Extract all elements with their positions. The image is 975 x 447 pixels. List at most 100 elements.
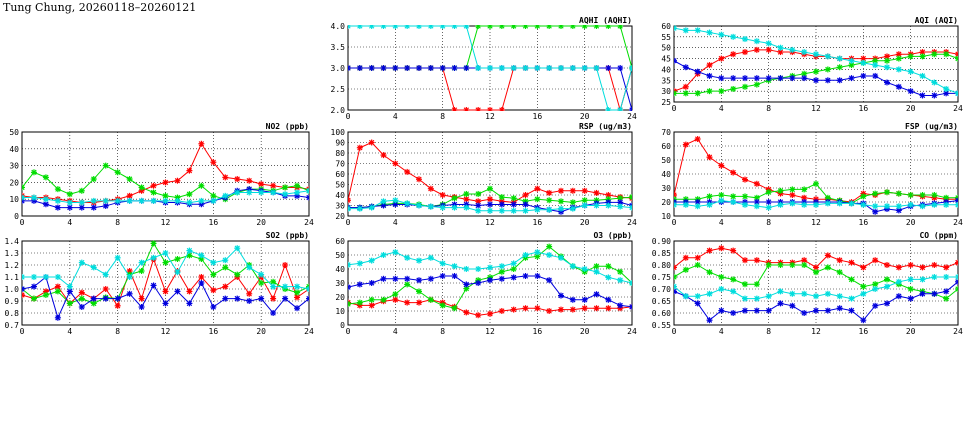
data-point xyxy=(487,201,493,208)
x-tick-label: 12 xyxy=(485,327,495,336)
y-tick-label: 30 xyxy=(9,162,19,171)
data-point xyxy=(162,288,169,295)
data-point xyxy=(380,198,387,205)
data-point xyxy=(138,184,145,191)
y-tick-label: 0.65 xyxy=(652,297,671,306)
data-point xyxy=(392,25,399,29)
data-point xyxy=(510,266,517,272)
data-point xyxy=(30,274,37,280)
data-point xyxy=(78,304,85,310)
data-point xyxy=(463,204,470,211)
x-tick-label: 20 xyxy=(580,218,590,227)
data-point xyxy=(475,207,482,214)
x-tick-label: 0 xyxy=(346,218,351,227)
data-point xyxy=(138,304,145,310)
data-point xyxy=(487,65,493,71)
y-tick-label: 60 xyxy=(335,170,345,179)
data-point xyxy=(765,307,772,314)
data-point xyxy=(356,25,363,29)
x-tick-label: 8 xyxy=(115,218,120,227)
data-point xyxy=(907,201,914,208)
data-point xyxy=(66,204,73,211)
data-point xyxy=(593,202,600,209)
data-point xyxy=(234,189,241,196)
x-tick-label: 12 xyxy=(161,218,171,227)
data-point xyxy=(682,27,689,34)
data-point xyxy=(801,49,808,56)
data-point xyxy=(404,254,411,261)
data-point xyxy=(222,174,229,181)
data-point xyxy=(282,283,289,290)
x-tick-label: 4 xyxy=(393,327,398,336)
data-point xyxy=(824,290,831,297)
data-point xyxy=(348,25,351,29)
data-point xyxy=(306,187,309,194)
y-tick-label: 30 xyxy=(661,184,671,193)
data-point xyxy=(884,300,890,307)
data-point xyxy=(475,280,482,286)
data-point xyxy=(475,65,482,71)
data-point xyxy=(258,271,265,278)
data-point xyxy=(126,274,133,280)
data-point xyxy=(742,176,748,183)
data-point xyxy=(126,192,133,199)
data-point xyxy=(451,65,458,71)
data-point xyxy=(498,194,505,201)
data-point xyxy=(380,152,387,159)
data-point xyxy=(174,177,181,184)
x-tick-label: 4 xyxy=(393,112,398,121)
data-point xyxy=(463,309,470,316)
y-tick-label: 20 xyxy=(661,198,671,207)
data-point xyxy=(860,283,867,290)
data-point xyxy=(674,288,677,295)
plot-frame xyxy=(673,25,959,103)
data-point xyxy=(931,201,938,208)
data-point xyxy=(138,197,145,204)
data-point xyxy=(463,25,470,29)
data-point xyxy=(380,65,387,71)
data-point xyxy=(674,264,677,271)
data-point xyxy=(306,194,309,201)
data-point xyxy=(439,65,446,71)
data-point xyxy=(498,268,505,275)
x-tick-label: 8 xyxy=(440,327,445,336)
x-tick-label: 4 xyxy=(719,327,724,336)
y-tick-label: 50 xyxy=(661,156,671,165)
data-point xyxy=(510,260,517,267)
data-point xyxy=(789,192,796,198)
data-point xyxy=(487,264,493,271)
data-point xyxy=(860,59,867,66)
data-point xyxy=(569,205,576,212)
data-point xyxy=(510,25,517,29)
data-point xyxy=(78,199,85,206)
data-point xyxy=(674,90,677,97)
data-point xyxy=(66,300,73,307)
data-point xyxy=(919,264,926,271)
data-point xyxy=(510,201,517,208)
data-point xyxy=(895,278,902,285)
x-tick-label: 12 xyxy=(485,112,495,121)
data-point xyxy=(498,201,505,208)
chart-title: O3 (ppb) xyxy=(593,231,632,240)
data-point xyxy=(605,274,612,281)
data-point xyxy=(234,245,241,252)
data-point xyxy=(753,307,760,314)
y-tick-label: 55 xyxy=(661,33,671,42)
data-point xyxy=(66,288,73,295)
data-point xyxy=(895,66,902,73)
data-point xyxy=(258,295,265,302)
data-point xyxy=(931,79,938,86)
data-point xyxy=(392,249,399,256)
data-point xyxy=(246,264,253,271)
data-point xyxy=(955,51,958,58)
data-point xyxy=(282,184,289,191)
data-point xyxy=(451,273,458,279)
data-point xyxy=(593,305,600,312)
data-point xyxy=(848,75,855,82)
data-point xyxy=(234,271,241,278)
y-tick-label: 80 xyxy=(335,149,345,158)
data-point xyxy=(558,254,564,261)
data-point xyxy=(884,189,890,196)
data-point xyxy=(258,189,265,196)
data-point xyxy=(848,307,855,314)
